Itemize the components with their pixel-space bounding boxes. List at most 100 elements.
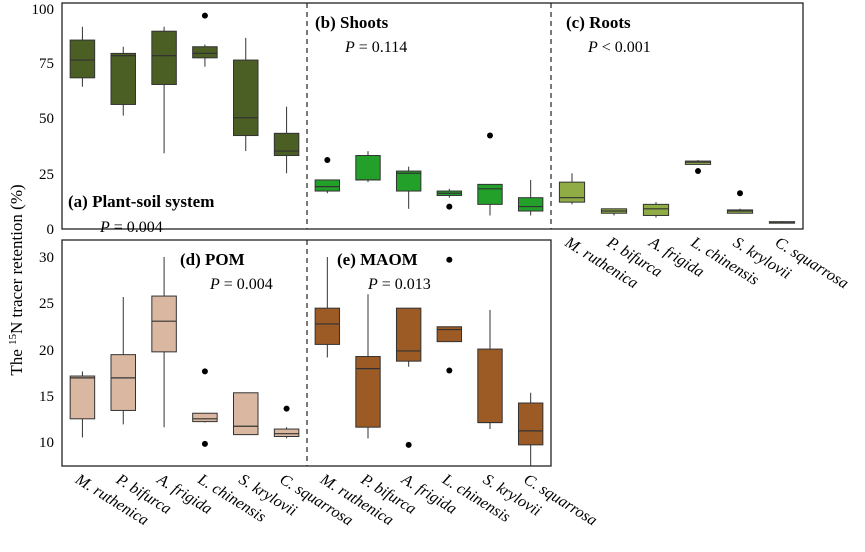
outlier-point [405,441,412,448]
y-ticks-bottom: 30 25 20 15 10 [39,250,54,451]
boxes-panel-a [69,12,300,174]
box-iqr [273,132,300,157]
boxes-panel-c [558,159,796,224]
box-iqr [69,39,96,79]
boxes-panel-b [314,132,544,216]
box-iqr [395,170,422,192]
outlier-point [446,203,453,210]
box-iqr [355,356,381,428]
box-iqr [192,412,218,423]
box-iqr [69,375,96,420]
box-b-pbifurca [355,151,381,183]
box-e-mruthenica [314,257,341,358]
outlier-point [324,156,331,163]
box-c-csquarrosa [768,221,796,224]
box-iqr [110,52,136,105]
box-iqr [233,392,259,436]
box-e-afrigida [395,307,422,448]
y-tick-bottom-30: 30 [39,250,54,266]
box-b-lchinensis [436,188,463,210]
panel-b-pvalue: P = 0.114 [344,39,407,56]
box-e-lchinensis [436,256,463,374]
outlier-point [487,132,493,139]
y-ticks-top: 100 75 50 25 0 [32,2,55,238]
box-iqr [395,307,422,362]
panel-e-pvalue: P = 0.013 [367,276,431,293]
y-tick-top-0: 0 [47,222,55,238]
panel-b-title: (b) Shoots [315,13,389,32]
box-b-csquarrosa [517,179,544,216]
box-iqr [314,307,341,345]
box-c-pbifurca [600,208,628,216]
box-d-csquarrosa [273,405,300,439]
box-d-lchinensis [192,368,218,447]
box-b-skrylovii [477,132,503,216]
y-axis-title: The 15N tracer retention (%) [7,184,26,375]
box-iqr [517,402,544,446]
panel-a-pvalue: P = 0.004 [99,219,163,236]
box-iqr [314,179,341,192]
top-panel-frame [61,2,804,230]
box-d-pbifurca [110,296,136,425]
box-a-csquarrosa [273,106,300,174]
outlier-point [201,368,208,375]
box-c-skrylovii [726,190,754,214]
outlier-point [283,405,290,412]
panel-c-pvalue: P < 0.001 [587,39,651,56]
box-d-afrigida [151,257,177,428]
box-iqr [477,183,503,205]
box-a-lchinensis [192,12,218,67]
panel-c-title: (c) Roots [566,13,631,32]
box-iqr [477,348,503,424]
panel-d-pvalue: P = 0.004 [209,276,273,293]
outlier-point [446,367,453,374]
panel-d-title: (d) POM [180,250,245,269]
box-e-pbifurca [355,294,381,439]
outlier-point [201,12,208,19]
boxes-panel-e [314,256,544,467]
box-d-skrylovii [233,392,259,436]
boxes-panel-d [69,257,300,447]
outlier-point [737,190,743,197]
y-tick-top-25: 25 [39,167,54,183]
box-iqr [517,197,544,212]
y-tick-bottom-15: 15 [39,389,54,405]
y-tick-top-75: 75 [39,56,54,72]
box-iqr [110,354,136,411]
box-iqr [558,181,586,203]
panel-a-title: (a) Plant-soil system [68,192,214,211]
box-iqr [192,46,218,59]
outlier-point [446,256,453,263]
box-c-lchinensis [684,159,712,175]
box-b-mruthenica [314,156,341,194]
y-tick-bottom-25: 25 [39,296,54,312]
y-tick-bottom-20: 20 [39,343,54,359]
y-tick-top-50: 50 [39,111,54,127]
box-e-csquarrosa [517,392,544,467]
box-iqr [233,59,259,137]
outlier-point [695,168,701,175]
box-d-mruthenica [69,371,96,438]
box-iqr [436,326,463,343]
box-iqr [151,295,177,353]
panel-e-title: (e) MAOM [337,250,418,269]
box-c-mruthenica [558,173,586,205]
y-tick-bottom-10: 10 [39,435,54,451]
box-a-afrigida [151,26,177,154]
box-b-afrigida [395,166,422,209]
box-iqr [273,428,300,437]
box-a-skrylovii [233,37,259,152]
outlier-point [201,440,208,447]
box-a-mruthenica [69,26,96,87]
box-iqr [642,203,670,216]
box-c-afrigida [642,202,670,218]
y-tick-top-100: 100 [32,2,55,18]
box-e-skrylovii [477,310,503,430]
box-a-pbifurca [110,46,136,116]
box-iqr [151,30,177,85]
box-iqr [355,155,381,181]
